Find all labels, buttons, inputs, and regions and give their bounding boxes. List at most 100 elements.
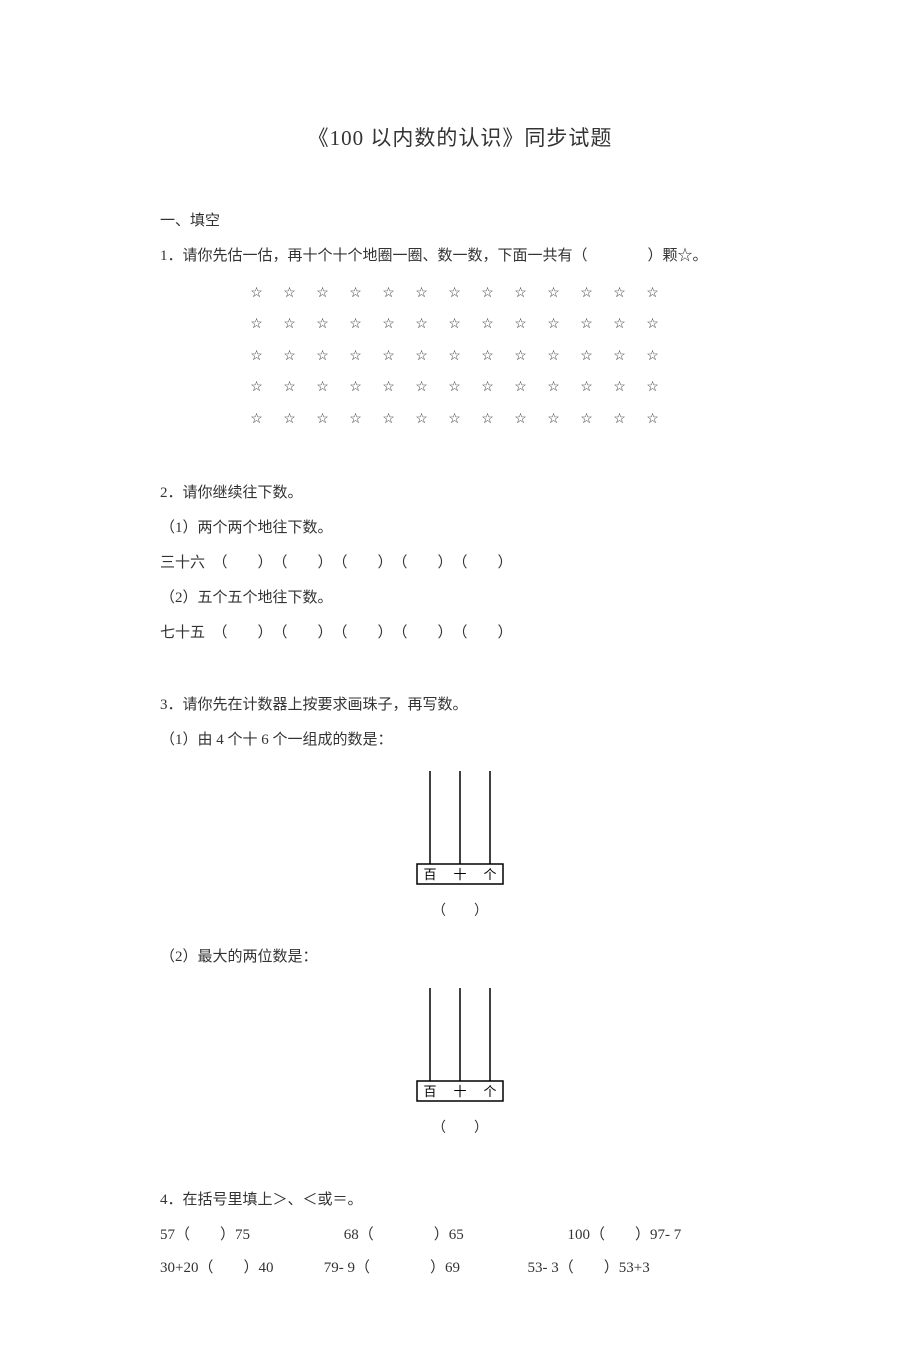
question-2-line2: 七十五 （ ） （ ） （ ） （ ） （ ） (160, 620, 760, 647)
q4-r1-c: 100（ ）97- 7 (568, 1222, 682, 1249)
star-icon: ☆ (438, 279, 471, 308)
star-icon: ☆ (471, 310, 504, 339)
star-icon: ☆ (306, 279, 339, 308)
star-icon: ☆ (438, 342, 471, 371)
star-icon: ☆ (537, 342, 570, 371)
star-row: ☆☆☆☆☆☆☆☆☆☆☆☆☆ (240, 372, 760, 404)
star-icon: ☆ (405, 279, 438, 308)
q4-r2-b: 79- 9（ ）69 (324, 1255, 524, 1282)
section-1-header: 一、填空 (160, 208, 760, 235)
star-icon: ☆ (636, 373, 669, 402)
star-row: ☆☆☆☆☆☆☆☆☆☆☆☆☆ (240, 404, 760, 436)
star-icon: ☆ (240, 405, 273, 434)
star-icon: ☆ (372, 342, 405, 371)
star-icon: ☆ (273, 405, 306, 434)
star-icon: ☆ (603, 279, 636, 308)
star-icon: ☆ (240, 373, 273, 402)
star-icon: ☆ (438, 373, 471, 402)
star-icon: ☆ (306, 310, 339, 339)
star-icon: ☆ (372, 310, 405, 339)
star-icon: ☆ (372, 373, 405, 402)
star-icon: ☆ (570, 310, 603, 339)
star-icon: ☆ (603, 405, 636, 434)
star-icon: ☆ (570, 373, 603, 402)
star-icon: ☆ (603, 310, 636, 339)
page-title: 《100 以内数的认识》同步试题 (160, 120, 760, 158)
star-icon: ☆ (240, 279, 273, 308)
question-2-sub2: （2）五个五个地往下数。 (160, 585, 760, 612)
star-icon: ☆ (471, 405, 504, 434)
star-icon: ☆ (504, 310, 537, 339)
svg-text:十: 十 (453, 867, 466, 882)
star-icon: ☆ (471, 279, 504, 308)
question-2: 2．请你继续往下数。 (160, 480, 760, 507)
question-3: 3．请你先在计数器上按要求画珠子，再写数。 (160, 692, 760, 719)
star-icon: ☆ (339, 279, 372, 308)
question-4-row2: 30+20（ ）40 79- 9（ ）69 53- 3（ ）53+3 (160, 1255, 760, 1282)
q4-r2-a: 30+20（ ）40 (160, 1255, 320, 1282)
star-icon: ☆ (504, 373, 537, 402)
abacus-1-blank: （ ） (160, 899, 760, 924)
question-2-sub1: （1）两个两个地往下数。 (160, 515, 760, 542)
star-icon: ☆ (339, 405, 372, 434)
star-icon: ☆ (372, 405, 405, 434)
star-icon: ☆ (339, 373, 372, 402)
star-icon: ☆ (471, 373, 504, 402)
star-icon: ☆ (339, 342, 372, 371)
question-4: 4．在括号里填上＞、＜或＝。 (160, 1187, 760, 1214)
star-icon: ☆ (306, 405, 339, 434)
star-icon: ☆ (537, 405, 570, 434)
star-row: ☆☆☆☆☆☆☆☆☆☆☆☆☆ (240, 309, 760, 341)
question-4-row1: 57（ ）75 68（ ）65 100（ ）97- 7 (160, 1222, 760, 1249)
svg-text:十: 十 (453, 1084, 466, 1099)
svg-text:个: 个 (483, 867, 496, 882)
question-3-sub2: （2）最大的两位数是： (160, 944, 760, 971)
star-icon: ☆ (273, 279, 306, 308)
star-icon: ☆ (603, 342, 636, 371)
star-icon: ☆ (636, 342, 669, 371)
star-icon: ☆ (240, 310, 273, 339)
abacus-2-blank: （ ） (160, 1116, 760, 1141)
star-icon: ☆ (438, 405, 471, 434)
star-icon: ☆ (339, 310, 372, 339)
star-icon: ☆ (405, 373, 438, 402)
star-icon: ☆ (504, 342, 537, 371)
star-row: ☆☆☆☆☆☆☆☆☆☆☆☆☆ (240, 341, 760, 373)
svg-text:个: 个 (483, 1084, 496, 1099)
star-grid: ☆☆☆☆☆☆☆☆☆☆☆☆☆☆☆☆☆☆☆☆☆☆☆☆☆☆☆☆☆☆☆☆☆☆☆☆☆☆☆☆… (160, 278, 760, 436)
question-2-line1: 三十六 （ ） （ ） （ ） （ ） （ ） (160, 550, 760, 577)
star-icon: ☆ (273, 310, 306, 339)
q4-r2-c: 53- 3（ ）53+3 (528, 1255, 650, 1282)
star-icon: ☆ (537, 279, 570, 308)
star-icon: ☆ (273, 373, 306, 402)
svg-text:百: 百 (423, 1084, 436, 1099)
star-row: ☆☆☆☆☆☆☆☆☆☆☆☆☆ (240, 278, 760, 310)
star-icon: ☆ (405, 342, 438, 371)
star-icon: ☆ (471, 342, 504, 371)
star-icon: ☆ (537, 310, 570, 339)
star-icon: ☆ (438, 310, 471, 339)
star-icon: ☆ (570, 279, 603, 308)
star-icon: ☆ (240, 342, 273, 371)
star-icon: ☆ (372, 279, 405, 308)
star-icon: ☆ (636, 405, 669, 434)
abacus-2: 百 十 个 （ ） (160, 986, 760, 1141)
star-icon: ☆ (570, 342, 603, 371)
star-icon: ☆ (405, 405, 438, 434)
star-icon: ☆ (603, 373, 636, 402)
question-3-sub1: （1）由 4 个十 6 个一组成的数是： (160, 727, 760, 754)
star-icon: ☆ (306, 373, 339, 402)
abacus-1: 百 十 个 （ ） (160, 769, 760, 924)
question-1: 1．请你先估一估，再十个十个地圈一圈、数一数，下面一共有（ ）颗☆。 (160, 243, 760, 270)
star-icon: ☆ (306, 342, 339, 371)
star-icon: ☆ (405, 310, 438, 339)
star-icon: ☆ (504, 279, 537, 308)
star-icon: ☆ (570, 405, 603, 434)
q4-r1-a: 57（ ）75 (160, 1222, 340, 1249)
svg-text:百: 百 (423, 867, 436, 882)
star-icon: ☆ (273, 342, 306, 371)
star-icon: ☆ (537, 373, 570, 402)
star-icon: ☆ (636, 279, 669, 308)
star-icon: ☆ (636, 310, 669, 339)
star-icon: ☆ (504, 405, 537, 434)
